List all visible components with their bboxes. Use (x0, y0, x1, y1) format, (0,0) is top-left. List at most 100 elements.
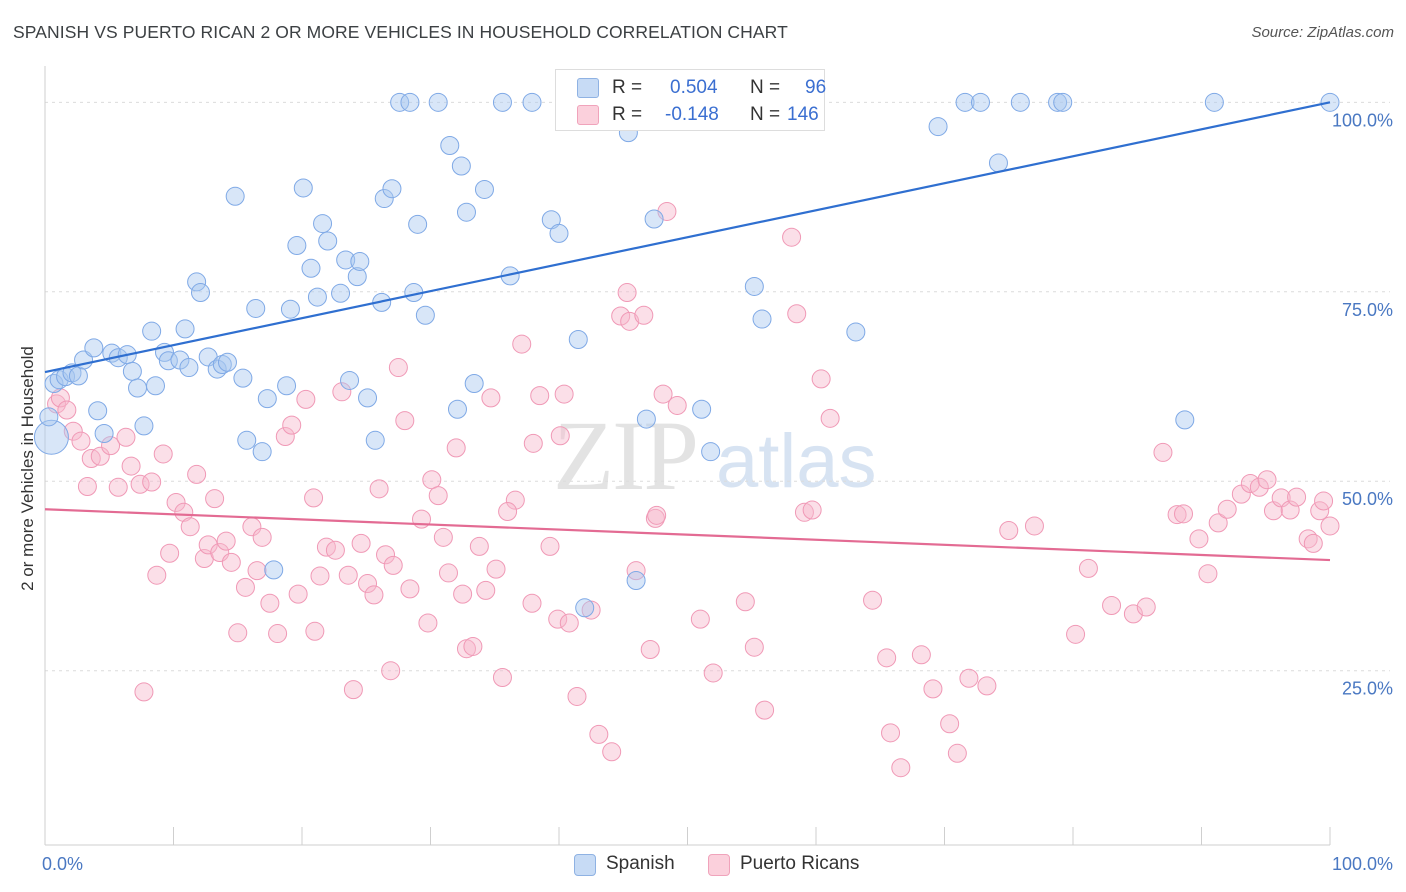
tick-labels: 25.0% 50.0% 75.0% 100.0% 0.0% 100.0% 2 or more… (18, 110, 1393, 874)
point-puerto-rican (332, 382, 352, 402)
bottom-legend-swatch-puerto-rican (708, 854, 730, 876)
point-puerto-rican (611, 306, 631, 326)
point-puerto-rican (221, 552, 241, 572)
watermark-atlas: atlas (716, 419, 877, 504)
point-puerto-rican (476, 580, 496, 600)
point-spanish (340, 370, 360, 390)
point-spanish (408, 214, 428, 234)
y-tick-label: 75.0% (1342, 300, 1393, 320)
point-puerto-rican (180, 517, 200, 537)
point-puerto-rican (486, 559, 506, 579)
point-spanish (846, 322, 866, 342)
point-puerto-rican (811, 369, 831, 389)
point-spanish (175, 319, 195, 339)
point-spanish (1204, 92, 1224, 112)
point-puerto-rican (923, 679, 943, 699)
trend-line-puerto-rican (44, 508, 1331, 562)
point-puerto-rican (653, 384, 673, 404)
point-spanish (179, 358, 199, 378)
bottom-legend-swatch-spanish (574, 854, 596, 876)
point-puerto-rican (166, 492, 186, 512)
point-puerto-rican (1066, 624, 1086, 644)
y-tick-label: 100.0% (1332, 110, 1393, 130)
point-puerto-rican (820, 408, 840, 428)
legend-swatch-puerto-rican (577, 105, 599, 125)
point-puerto-rican (1102, 596, 1122, 616)
point-spanish (970, 92, 990, 112)
point-spanish (1048, 92, 1068, 112)
point-puerto-rican (101, 436, 121, 456)
point-spanish (350, 251, 370, 271)
point-puerto-rican (512, 334, 532, 354)
point-puerto-rican (744, 637, 764, 657)
point-spanish (447, 399, 467, 419)
point-puerto-rican (174, 502, 194, 522)
point-puerto-rican (325, 540, 345, 560)
point-spanish (94, 423, 114, 443)
point-puerto-rican (71, 431, 91, 451)
point-spanish (549, 223, 569, 243)
point-puerto-rican (116, 427, 136, 447)
point-spanish (358, 388, 378, 408)
trend-line-spanish (44, 101, 1331, 374)
point-spanish (264, 560, 284, 580)
point-spanish (428, 92, 448, 112)
point-spanish (128, 378, 148, 398)
bottom-legend-label-puerto-rican: Puerto Ricans (740, 853, 860, 874)
point-spanish (287, 236, 307, 256)
point-spanish (233, 368, 253, 388)
point-puerto-rican (863, 590, 883, 610)
point-puerto-rican (647, 505, 667, 525)
legend-n-label: N = (750, 77, 781, 98)
point-puerto-rican (755, 700, 775, 720)
point-puerto-rican (959, 668, 979, 688)
point-puerto-rican (433, 527, 453, 547)
point-spanish (122, 361, 142, 381)
point-spanish (293, 178, 313, 198)
point-puerto-rican (640, 639, 660, 659)
point-puerto-rican (877, 648, 897, 668)
point-puerto-rican (400, 579, 420, 599)
point-puerto-rican (1024, 516, 1044, 536)
legend-n-label: N = (750, 104, 781, 125)
point-puerto-rican (1303, 533, 1323, 553)
point-puerto-rican (522, 593, 542, 613)
point-spanish (451, 156, 471, 176)
point-spanish (217, 352, 237, 372)
point-puerto-rican (977, 676, 997, 696)
point-spanish (626, 571, 646, 591)
point-spanish (246, 298, 266, 318)
point-puerto-rican (422, 470, 442, 490)
point-puerto-rican (1249, 477, 1269, 497)
point-puerto-rican (142, 472, 162, 492)
point-spanish (44, 373, 64, 393)
point-puerto-rican (395, 411, 415, 431)
point-spanish (928, 117, 948, 137)
point-puerto-rican (1189, 529, 1209, 549)
point-spanish (257, 389, 277, 409)
point-spanish (307, 287, 327, 307)
point-spanish (1053, 92, 1073, 112)
point-puerto-rican (1208, 513, 1228, 533)
point-puerto-rican (634, 305, 654, 325)
legend-r-value-puerto-rican: -0.148 (665, 104, 719, 125)
point-spanish (365, 430, 385, 450)
point-spanish (88, 401, 108, 421)
point-puerto-rican (1153, 442, 1173, 462)
point-puerto-rican (1287, 487, 1307, 507)
point-puerto-rican (540, 536, 560, 556)
point-puerto-rican (198, 535, 218, 555)
point-puerto-rican (57, 400, 77, 420)
point-spanish (522, 92, 542, 112)
point-spanish (331, 283, 351, 303)
point-puerto-rican (1320, 516, 1340, 536)
point-spanish (318, 231, 338, 251)
point-spanish (301, 258, 321, 278)
point-puerto-rican (947, 743, 967, 763)
point-spanish (225, 186, 245, 206)
point-puerto-rican (376, 545, 396, 565)
point-puerto-rican (891, 758, 911, 778)
point-puerto-rican (550, 426, 570, 446)
point-spanish (190, 283, 210, 303)
point-spanish (382, 179, 402, 199)
